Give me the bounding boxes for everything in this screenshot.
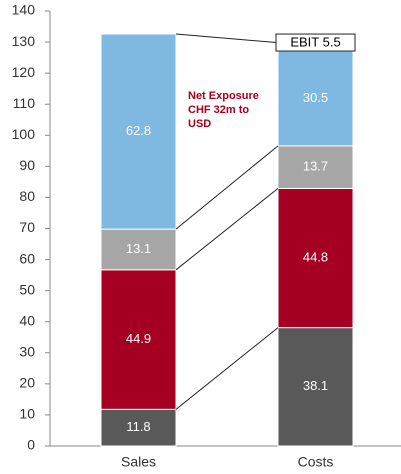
- y-tick-label: 80: [19, 188, 35, 204]
- y-tick-label: 130: [12, 33, 36, 49]
- annotation: EBIT 5.5: [290, 34, 340, 49]
- y-tick-label: 70: [19, 219, 35, 235]
- y-tick-label: 30: [19, 343, 35, 359]
- bar-segment: [277, 187, 354, 329]
- connector: [175, 145, 279, 230]
- y-tick-label: 120: [12, 64, 36, 80]
- y-tick-label: 60: [19, 250, 35, 266]
- x-tick-label: Sales: [121, 454, 156, 470]
- value-label: 44.8: [303, 249, 328, 264]
- bar-segment: [100, 228, 177, 271]
- annotation: Net Exposure: [188, 90, 259, 102]
- value-label: 13.7: [303, 159, 328, 174]
- connector: [175, 188, 279, 271]
- bar-segment: [277, 327, 354, 447]
- annotation-box: [275, 33, 356, 52]
- annotation: USD: [188, 118, 211, 130]
- value-label: 44.9: [126, 331, 151, 346]
- bar-segment: [100, 408, 177, 447]
- bar-segment: [100, 269, 177, 410]
- bar-segment: [100, 33, 177, 230]
- y-tick-label: 140: [12, 2, 36, 18]
- annotation: CHF 32m to: [188, 104, 249, 116]
- connector: [175, 33, 277, 44]
- y-tick-label: 90: [19, 157, 35, 173]
- connector: [175, 327, 279, 410]
- value-label: 13.1: [126, 241, 151, 256]
- value-label: 62.8: [126, 123, 151, 138]
- y-tick-label: 110: [13, 95, 36, 111]
- value-label: 38.1: [303, 378, 328, 393]
- value-label: 11.8: [126, 419, 150, 434]
- y-tick-label: 50: [19, 281, 35, 297]
- y-tick-label: 40: [19, 312, 35, 328]
- y-tick-label: 0: [27, 437, 35, 453]
- x-tick-label: Costs: [298, 454, 334, 470]
- value-label: 30.5: [303, 90, 328, 105]
- y-tick-label: 20: [19, 375, 35, 391]
- y-tick-label: 10: [19, 406, 35, 422]
- y-tick-label: 100: [12, 126, 36, 142]
- bar-segment: [277, 50, 354, 147]
